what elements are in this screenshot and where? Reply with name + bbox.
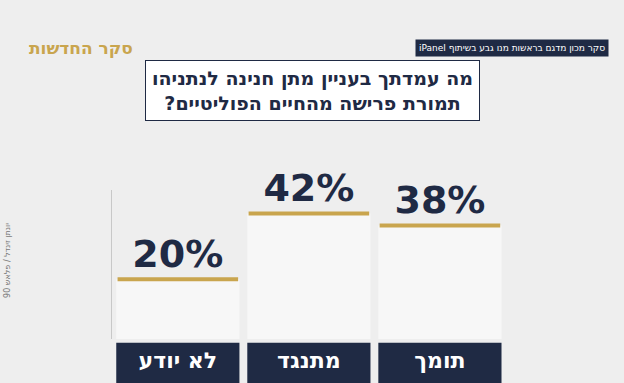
svg-text:מתנגד: מתנגד: [277, 348, 341, 373]
svg-text:תומך: תומך: [414, 348, 465, 373]
svg-text:לא יודע: לא יודע: [139, 348, 218, 373]
svg-text:מה עמדתך בעניין מתן חנינה לנתנ: מה עמדתך בעניין מתן חנינה לנתניהותמורת פ…: [152, 67, 473, 114]
svg-text:יונתן זינדל / פלאש 90: יונתן זינדל / פלאש 90: [3, 223, 12, 298]
svg-text:סקר החדשות: סקר החדשות: [29, 38, 133, 58]
svg-text:38%: 38%: [394, 178, 485, 222]
svg-text:42%: 42%: [263, 166, 354, 210]
svg-text:20%: 20%: [132, 232, 223, 276]
svg-text:סקר מכון מדגם בראשות מנו גבע ב: סקר מכון מדגם בראשות מנו גבע בשיתוף iPan…: [419, 43, 605, 53]
